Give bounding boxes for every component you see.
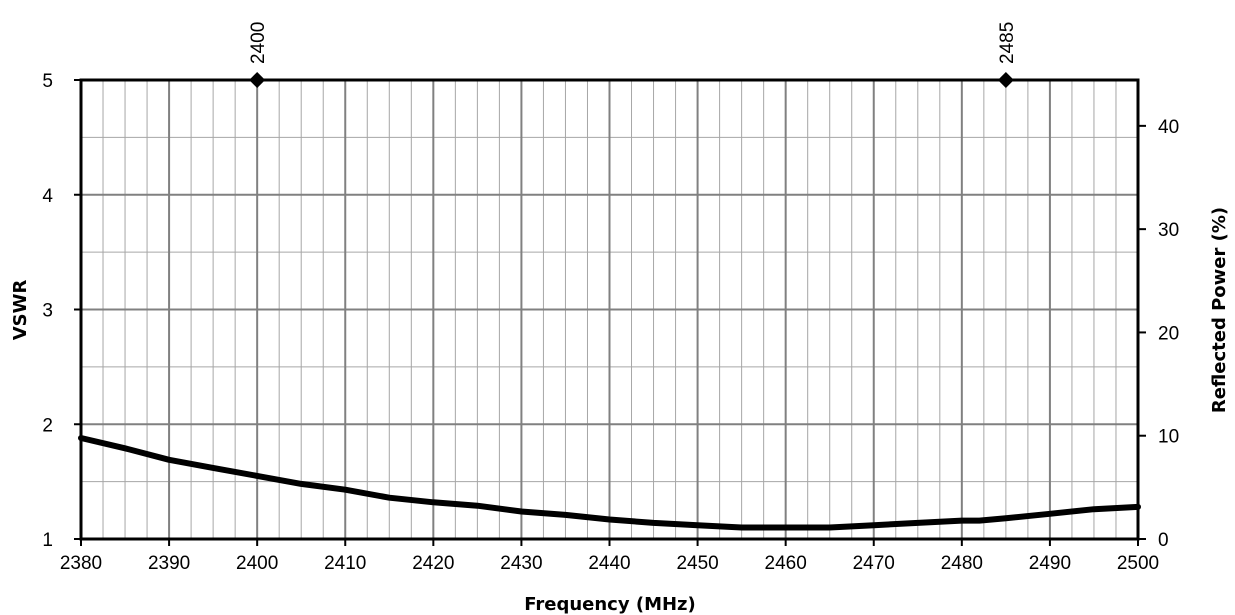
marker-label: 2400 <box>248 22 269 64</box>
y-axis-title: VSWR <box>10 280 31 341</box>
y-tick-label: 1 <box>42 530 53 551</box>
x-tick-label: 2380 <box>60 553 102 574</box>
y2-tick-label: 20 <box>1158 323 1179 344</box>
marker-label: 2485 <box>997 22 1018 64</box>
y2-tick-label: 40 <box>1158 117 1179 138</box>
series-line <box>78 435 1141 531</box>
x-tick-label: 2410 <box>324 553 366 574</box>
y-tick-label: 4 <box>42 186 53 207</box>
marker-diamond <box>249 72 266 88</box>
x-tick-label: 2420 <box>412 553 454 574</box>
x-tick-label: 2500 <box>1117 553 1159 574</box>
y2-axis-ticks: 0 10 20 30 40 <box>1138 117 1179 551</box>
x-tick-label: 2480 <box>941 553 983 574</box>
x-tick-label: 2400 <box>236 553 278 574</box>
y2-axis-title: Reflected Power (%) <box>1209 207 1230 413</box>
band-markers: 2400 2485 <box>248 22 1018 88</box>
marker-diamond <box>997 72 1014 88</box>
x-tick-label: 2390 <box>148 553 190 574</box>
x-axis-ticks: 2380 2390 2400 2410 2420 2430 2440 2450 2460 2470… <box>60 539 1159 574</box>
x-tick-label: 2490 <box>1029 553 1071 574</box>
y2-tick-label: 30 <box>1158 220 1179 241</box>
y-tick-label: 3 <box>42 301 53 322</box>
x-tick-label: 2470 <box>853 553 895 574</box>
data-series <box>78 435 1141 531</box>
x-axis-title: Frequency (MHz) <box>524 594 696 615</box>
x-tick-label: 2440 <box>588 553 630 574</box>
x-tick-label: 2430 <box>500 553 542 574</box>
y-tick-label: 2 <box>42 415 53 436</box>
y-tick-label: 5 <box>42 71 53 92</box>
y2-tick-label: 0 <box>1158 530 1169 551</box>
y-axis-ticks: 1 2 3 4 5 <box>42 71 81 551</box>
y2-tick-label: 10 <box>1158 427 1179 448</box>
x-tick-label: 2450 <box>676 553 718 574</box>
x-tick-label: 2460 <box>765 553 807 574</box>
